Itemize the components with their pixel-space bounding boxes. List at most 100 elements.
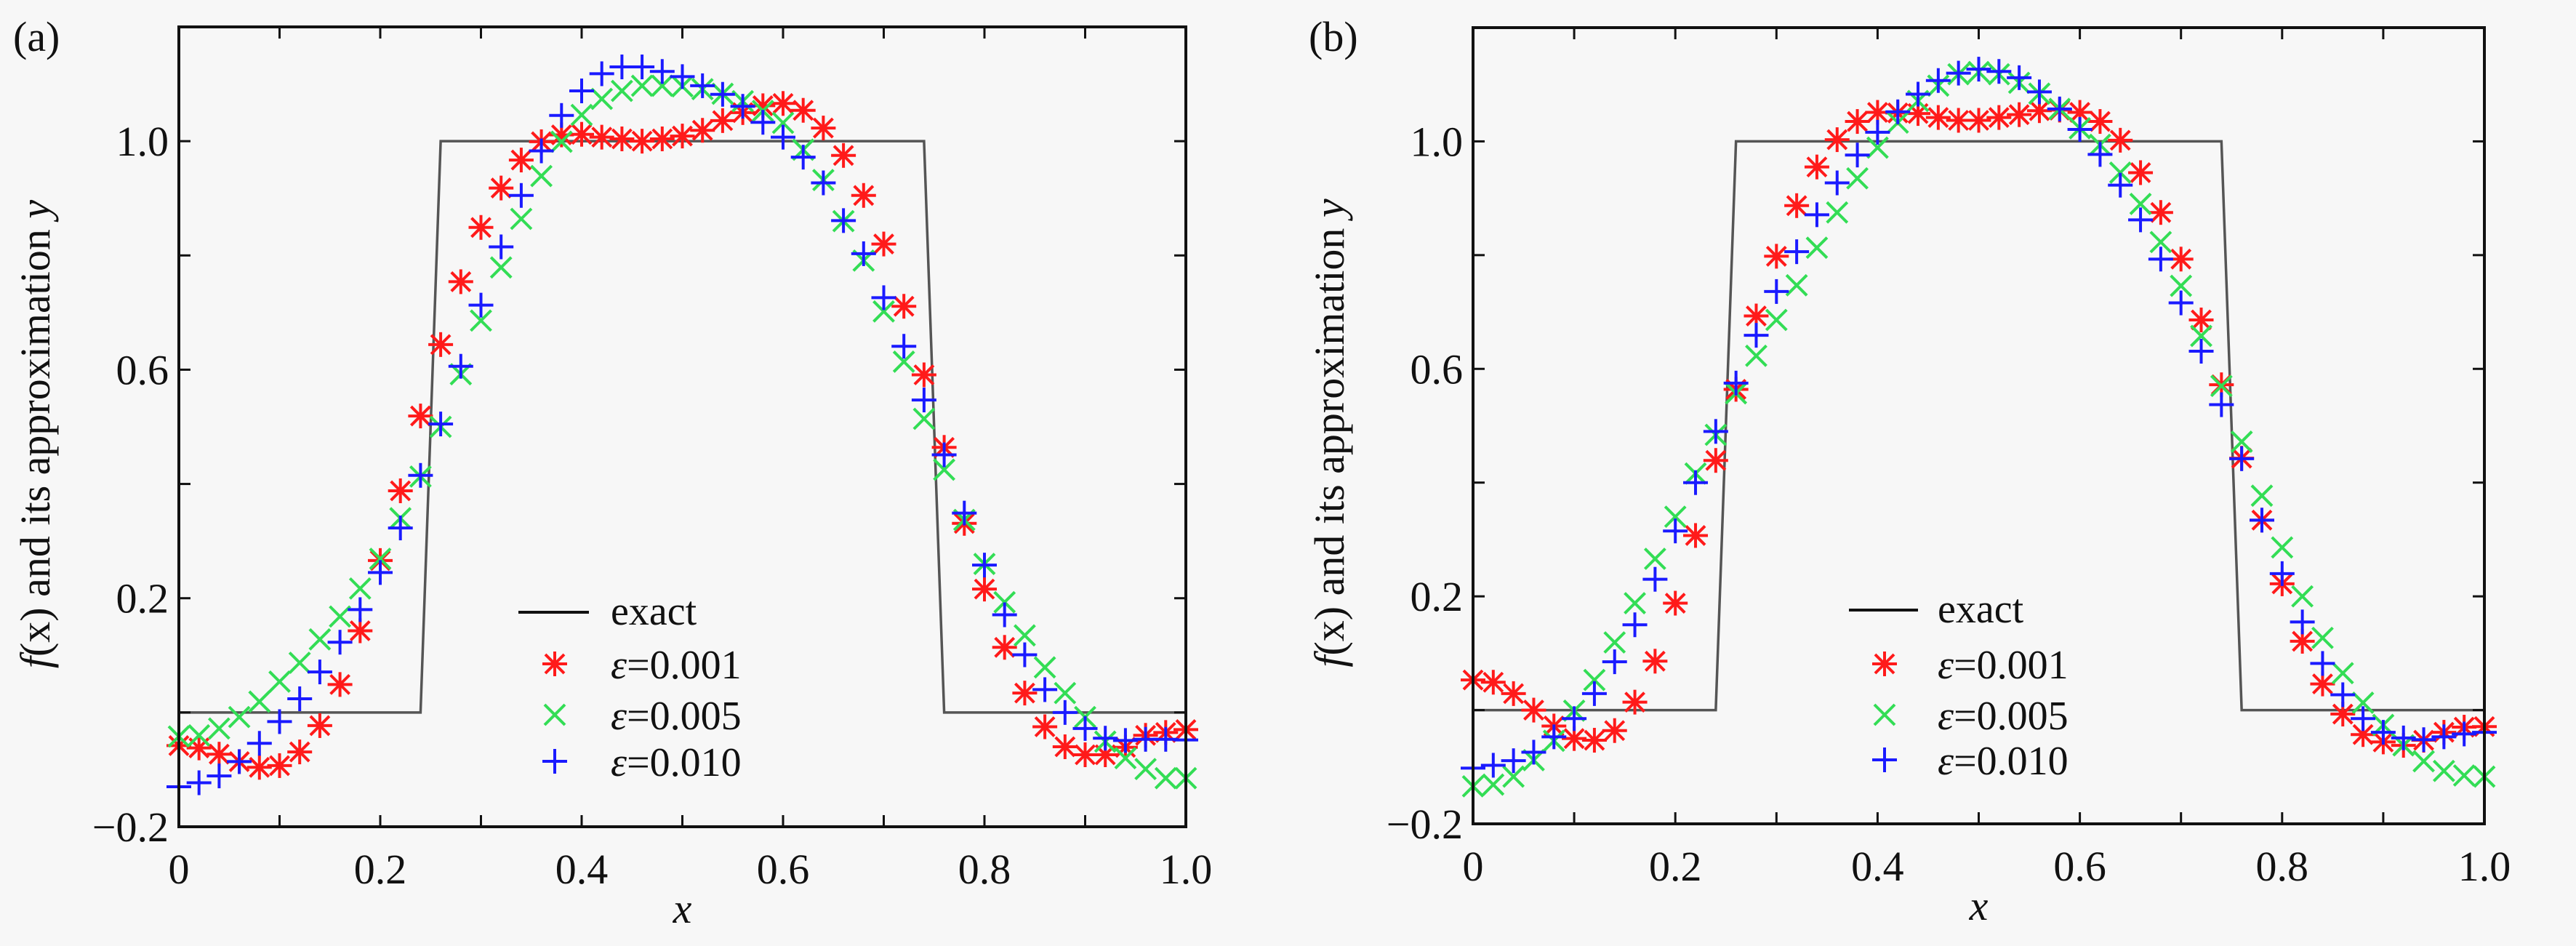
data-point-x [2108, 161, 2132, 184]
data-point-plus [388, 516, 413, 541]
data-point-plus [2411, 727, 2436, 753]
data-point-asterisk [589, 124, 614, 150]
data-point-plus [1480, 753, 1506, 778]
y-tick-label: −0.2 [92, 803, 169, 851]
data-point-plus [589, 61, 614, 87]
data-point-x [2190, 324, 2212, 348]
data-point-plus [2290, 609, 2315, 635]
data-point-x [1154, 766, 1177, 790]
data-point-x [1745, 344, 1768, 367]
data-point-asterisk [508, 148, 534, 173]
data-point-asterisk [1581, 728, 1607, 753]
data-point-plus [2148, 246, 2173, 272]
data-point-x [1054, 681, 1077, 705]
data-point-asterisk [388, 478, 413, 503]
data-point-x [1033, 656, 1056, 679]
data-point-plus [1703, 419, 1728, 444]
data-point-x [590, 87, 614, 111]
data-point-x [1866, 136, 1889, 159]
data-point-asterisk [2108, 127, 2133, 153]
data-point-asterisk [327, 672, 353, 697]
data-point-x [933, 458, 956, 481]
data-point-asterisk [911, 362, 936, 388]
data-point-asterisk [2148, 200, 2173, 225]
x-tick-label: 0.6 [2053, 843, 2106, 890]
legend-label-eps-0.010: ε=0.010 [611, 740, 742, 785]
data-point-x [1013, 624, 1036, 647]
data-point-plus [871, 285, 896, 310]
data-point-asterisk [649, 127, 675, 151]
panel-label: (b) [1309, 13, 1358, 60]
data-point-asterisk [287, 739, 313, 765]
data-point-asterisk [468, 215, 494, 240]
data-point-x [1785, 273, 1808, 297]
data-point-x [771, 111, 795, 135]
x-tick-label: 1.0 [1160, 846, 1213, 893]
data-point-asterisk [891, 294, 917, 319]
data-point-plus [1093, 726, 1118, 751]
data-point-asterisk [1764, 244, 1789, 269]
data-point-plus [2168, 290, 2194, 316]
data-point-plus [972, 553, 997, 578]
data-point-plus [529, 138, 554, 164]
data-point-asterisk [811, 116, 836, 141]
panel-a: (a) 0 0.2 0.4 0.6 0.8 1.0 −0.2 0.2 0.6 1.0 x f(x) an… [12, 13, 1212, 932]
data-point-plus [428, 412, 454, 437]
data-point-plus [2370, 720, 2396, 745]
data-point-x [348, 577, 372, 600]
data-point-plus [1541, 724, 1567, 750]
data-point-plus [630, 55, 655, 79]
data-point-asterisk [408, 404, 433, 429]
data-point-x [2412, 750, 2435, 773]
data-point-x [510, 207, 533, 231]
x-tick-label: 0.4 [555, 846, 609, 893]
data-point-plus [327, 630, 353, 655]
data-point-plus [2188, 339, 2214, 364]
data-point-x [651, 74, 674, 97]
legend-marker-x [1873, 703, 1896, 726]
data-point-asterisk [771, 91, 795, 116]
data-point-x [369, 548, 392, 570]
data-point-x [2271, 536, 2294, 559]
data-point-plus [1865, 119, 1890, 145]
legend-label-eps-0.005: ε=0.005 [1938, 694, 2069, 739]
y-tick-label: −0.2 [1387, 801, 1463, 848]
data-point-plus [649, 59, 675, 84]
data-point-x [470, 309, 492, 332]
data-point-plus [2351, 706, 2376, 731]
data-point-asterisk [1663, 590, 1688, 616]
data-point-plus [549, 103, 574, 128]
data-point-plus [2452, 721, 2477, 747]
data-point-plus [690, 73, 715, 98]
data-point-plus [1052, 700, 1078, 725]
data-point-asterisk [246, 755, 272, 780]
data-point-plus [508, 183, 534, 208]
data-point-asterisk [851, 183, 876, 208]
data-point-asterisk [267, 753, 292, 778]
data-point-plus [730, 94, 755, 119]
data-point-plus [931, 442, 957, 468]
data-point-asterisk [2087, 109, 2113, 135]
x-axis-label: x [673, 885, 692, 932]
legend-marker-asterisk [542, 652, 567, 676]
data-point-asterisk [630, 129, 655, 154]
data-point-plus [1764, 278, 1789, 304]
data-point-x [570, 103, 593, 127]
y-tick-label: 1.0 [116, 118, 169, 165]
data-point-plus [2330, 682, 2356, 708]
data-point-x [2452, 764, 2476, 787]
x-tick-label: 0 [169, 846, 190, 893]
data-point-asterisk [2128, 160, 2154, 185]
data-point-plus [891, 334, 917, 359]
data-point-asterisk [972, 577, 997, 602]
data-point-x [2230, 430, 2253, 453]
data-point-plus [468, 292, 494, 318]
data-point-asterisk [348, 618, 373, 644]
data-point-asterisk [428, 332, 454, 357]
data-point-plus [911, 388, 936, 413]
data-point-x [308, 628, 332, 651]
data-point-x [1114, 747, 1137, 770]
data-point-x [489, 256, 513, 279]
legend-marker-plus [1872, 747, 1897, 772]
legend-label-eps-0.005: ε=0.005 [611, 694, 742, 739]
